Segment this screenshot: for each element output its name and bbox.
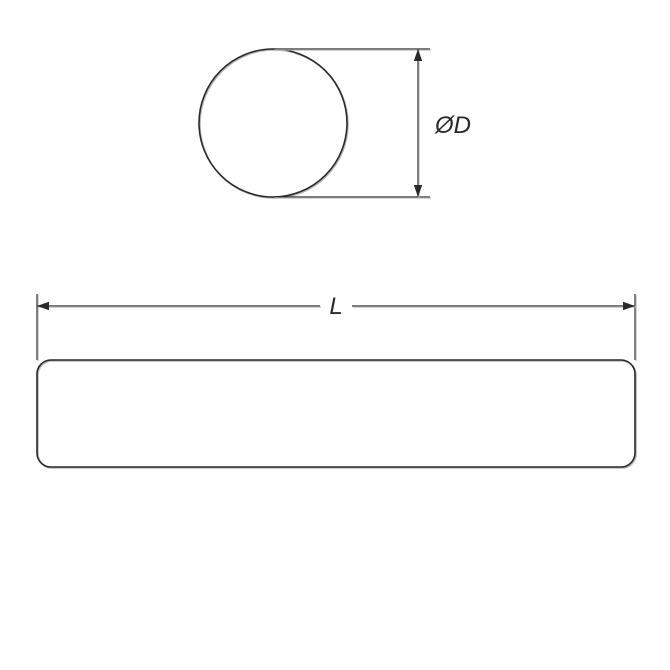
circle-cross-section [199, 49, 347, 197]
diameter-arrow-top [414, 49, 422, 61]
length-label: L [329, 293, 342, 320]
rod-shadow [38, 361, 636, 468]
length-arrow-right [623, 302, 635, 310]
diameter-label: ØD [434, 112, 471, 139]
diameter-arrow-bottom [414, 185, 422, 197]
length-arrow-left [37, 302, 49, 310]
technical-drawing: ØD L [0, 0, 670, 670]
rod-side-view [37, 360, 635, 467]
